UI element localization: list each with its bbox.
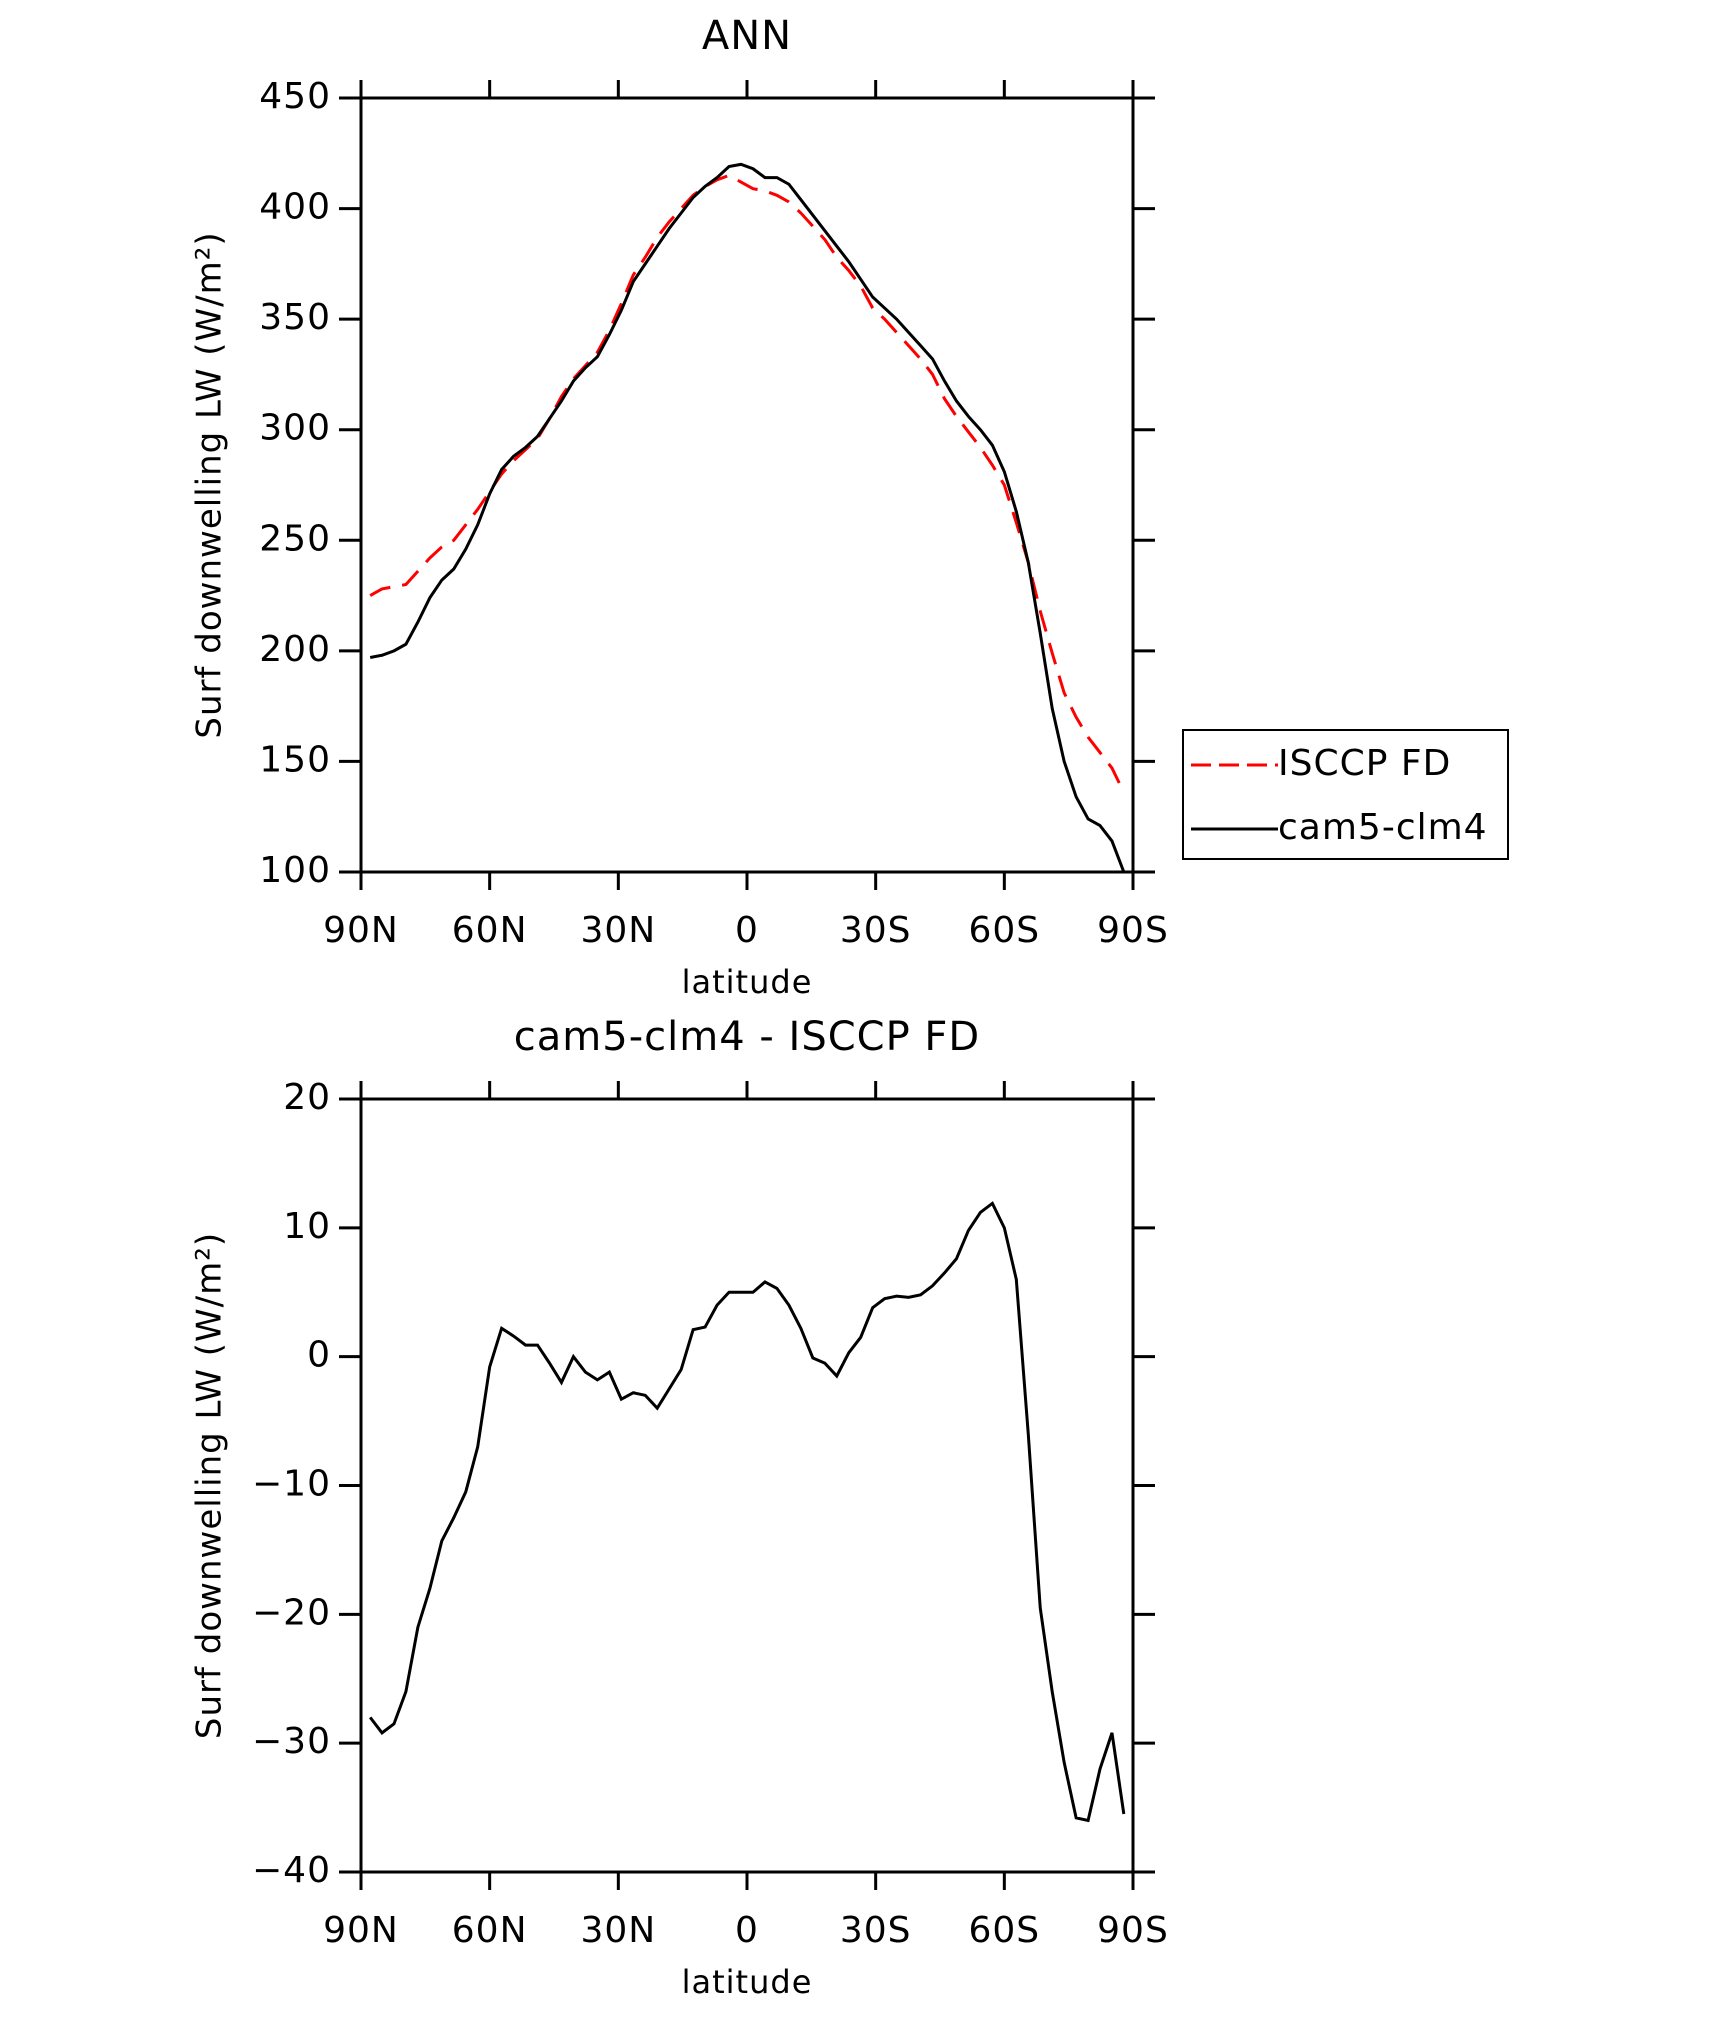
data-line [369, 162, 1126, 873]
x-tick-label: 90S [1097, 910, 1169, 951]
y-tick-label: −30 [252, 1721, 331, 1762]
y-tick-label: −40 [252, 1850, 331, 1891]
y-tick-label: 250 [259, 518, 331, 559]
x-tick-label: 60N [452, 1910, 528, 1951]
y-tick-label: 0 [307, 1335, 331, 1376]
legend-box [1182, 729, 1509, 860]
y-tick-label: 400 [259, 187, 331, 228]
y-axis-label: Surf downwelling LW (W/m²) [190, 1232, 230, 1739]
data-line [368, 1201, 1126, 1823]
y-tick-label: 450 [259, 76, 331, 117]
x-tick-label: 30S [840, 910, 912, 951]
chart-title: ANN [702, 13, 792, 59]
chart-title: cam5-clm4 - ISCCP FD [514, 1014, 980, 1060]
x-tick-label: 60S [968, 910, 1040, 951]
y-axis-label: Surf downwelling LW (W/m²) [190, 231, 230, 738]
x-tick-label: 30N [580, 1910, 656, 1951]
data-line [369, 173, 1126, 794]
plot-frame [359, 96, 1135, 874]
y-tick-label: −20 [252, 1592, 331, 1633]
x-tick-label: 30S [840, 1910, 912, 1951]
y-tick-label: 20 [283, 1077, 331, 1118]
plot-frame [359, 1097, 1135, 1874]
x-tick-label: 90N [323, 910, 399, 951]
y-tick-label: 200 [259, 629, 331, 670]
x-axis-label: latitude [682, 963, 813, 1001]
y-tick-label: 150 [259, 739, 331, 780]
x-tick-label: 0 [735, 1910, 759, 1951]
x-tick-label: 90N [323, 1910, 399, 1951]
y-tick-label: 300 [259, 408, 331, 449]
legend-label: cam5-clm4 [1278, 807, 1488, 848]
x-tick-label: 30N [580, 910, 656, 951]
y-tick-label: 100 [259, 850, 331, 891]
y-tick-label: 10 [283, 1206, 331, 1247]
x-tick-label: 60N [452, 910, 528, 951]
y-tick-label: 350 [259, 297, 331, 338]
x-tick-label: 0 [735, 910, 759, 951]
x-axis-label: latitude [682, 1963, 813, 2001]
x-tick-label: 90S [1097, 1910, 1169, 1951]
y-tick-label: −10 [252, 1464, 331, 1505]
legend-label: ISCCP FD [1278, 743, 1451, 784]
x-tick-label: 60S [968, 1910, 1040, 1951]
